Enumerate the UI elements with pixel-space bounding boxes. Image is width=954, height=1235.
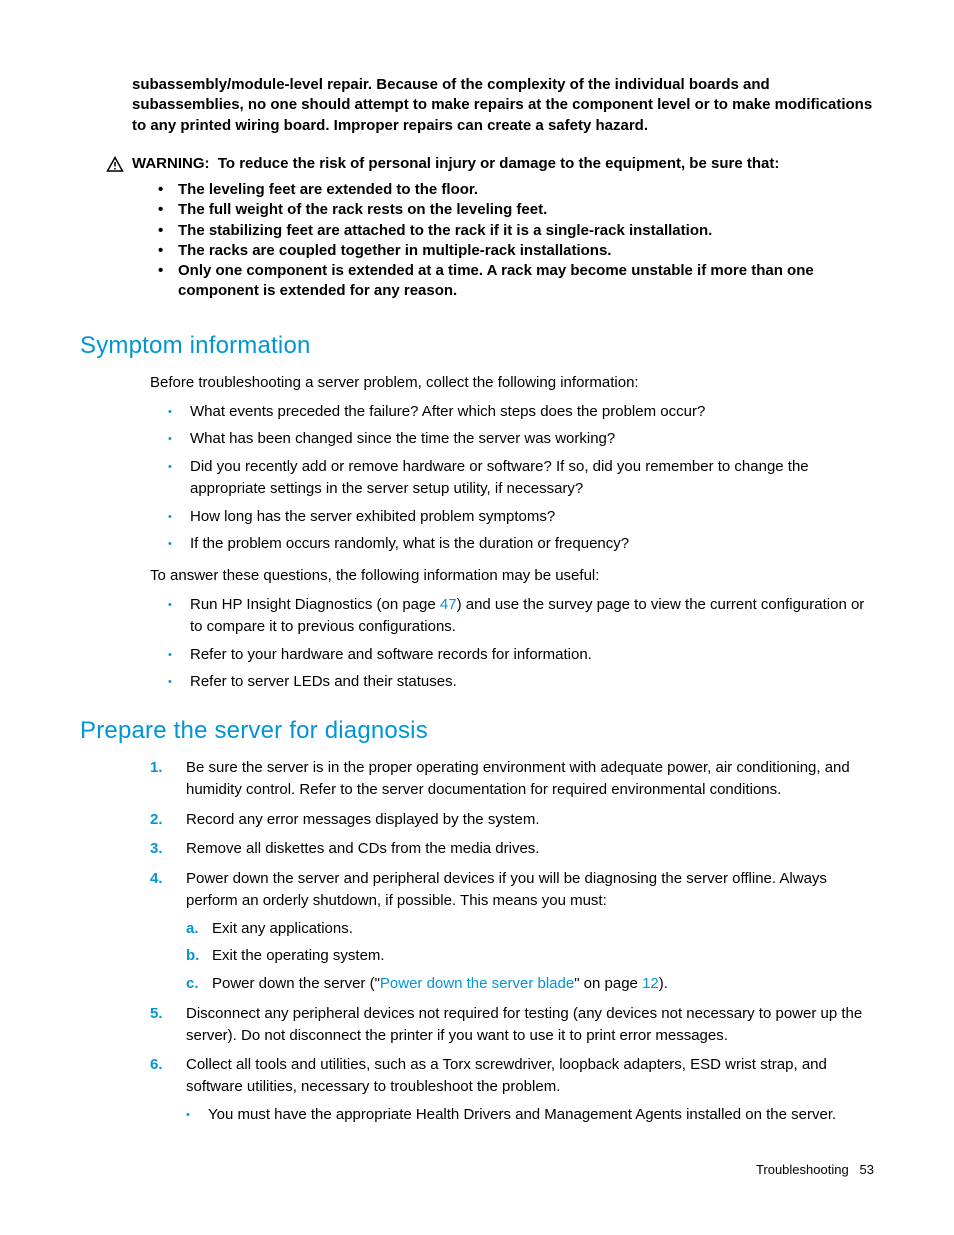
warning-bullet: The stabilizing feet are attached to the… <box>158 221 874 241</box>
warning-bullet: Only one component is extended at a time… <box>158 261 874 302</box>
letter-marker: c. <box>186 973 199 995</box>
letter-marker: a. <box>186 918 199 940</box>
repair-warning-continuation: subassembly/module-level repair. Because… <box>132 75 874 136</box>
symptom-intro: Before troubleshooting a server problem,… <box>150 372 874 393</box>
list-item: How long has the server exhibited proble… <box>168 506 874 528</box>
text: Exit the operating system. <box>212 947 385 964</box>
text: Power down the server (" <box>212 975 380 992</box>
step-6: Collect all tools and utilities, such as… <box>150 1054 874 1125</box>
list-item: You must have the appropriate Health Dri… <box>186 1104 874 1126</box>
step-4-text: Power down the server and peripheral dev… <box>186 870 827 909</box>
step-6-text: Collect all tools and utilities, such as… <box>186 1056 827 1095</box>
step-1: Be sure the server is in the proper oper… <box>150 757 874 801</box>
page-link-12[interactable]: 12 <box>642 975 659 992</box>
footer-section: Troubleshooting <box>756 1162 849 1177</box>
prepare-steps: Be sure the server is in the proper oper… <box>150 757 874 1126</box>
substep-a: a. Exit any applications. <box>186 918 874 940</box>
list-item: Refer to server LEDs and their statuses. <box>168 671 874 693</box>
text: Exit any applications. <box>212 920 353 937</box>
warning-block: WARNING: To reduce the risk of personal … <box>106 154 874 302</box>
list-item: Run HP Insight Diagnostics (on page 47) … <box>168 594 874 638</box>
symptom-bullets-1: What events preceded the failure? After … <box>168 401 874 556</box>
step-4: Power down the server and peripheral dev… <box>150 868 874 995</box>
symptom-mid: To answer these questions, the following… <box>150 565 874 586</box>
footer-page-number: 53 <box>860 1162 874 1177</box>
power-down-link[interactable]: Power down the server blade <box>380 975 574 992</box>
warning-label: WARNING: <box>132 155 210 172</box>
warning-bullet: The racks are coupled together in multip… <box>158 241 874 261</box>
step-4-substeps: a. Exit any applications. b. Exit the oper… <box>186 918 874 995</box>
step-5: Disconnect any peripheral devices not re… <box>150 1003 874 1047</box>
step-6-sub: You must have the appropriate Health Dri… <box>186 1104 874 1126</box>
warning-header-row: WARNING: To reduce the risk of personal … <box>106 154 874 174</box>
warning-lead-text: To reduce the risk of personal injury or… <box>218 155 779 172</box>
step-2: Record any error messages displayed by t… <box>150 809 874 831</box>
text: " on page <box>574 975 642 992</box>
warning-bullets: The leveling feet are extended to the fl… <box>158 180 874 302</box>
substep-b: b. Exit the operating system. <box>186 945 874 967</box>
warning-icon <box>106 156 124 174</box>
list-item: Refer to your hardware and software reco… <box>168 644 874 666</box>
prepare-heading: Prepare the server for diagnosis <box>80 717 874 745</box>
page-link-47[interactable]: 47 <box>440 596 457 613</box>
warning-bullet: The leveling feet are extended to the fl… <box>158 180 874 200</box>
list-item: Did you recently add or remove hardware … <box>168 456 874 500</box>
list-item: What events preceded the failure? After … <box>168 401 874 423</box>
warning-lead: WARNING: To reduce the risk of personal … <box>132 154 874 174</box>
list-item: If the problem occurs randomly, what is … <box>168 533 874 555</box>
symptom-heading: Symptom information <box>80 332 874 360</box>
letter-marker: b. <box>186 945 199 967</box>
substep-c: c. Power down the server ("Power down the… <box>186 973 874 995</box>
step-3: Remove all diskettes and CDs from the me… <box>150 838 874 860</box>
warning-bullet: The full weight of the rack rests on the… <box>158 200 874 220</box>
symptom-bullets-2: Run HP Insight Diagnostics (on page 47) … <box>168 594 874 693</box>
list-item: What has been changed since the time the… <box>168 428 874 450</box>
text: Run HP Insight Diagnostics (on page <box>190 596 440 613</box>
page: subassembly/module-level repair. Because… <box>0 0 954 1235</box>
text: ). <box>659 975 668 992</box>
page-footer: Troubleshooting 53 <box>756 1162 874 1177</box>
